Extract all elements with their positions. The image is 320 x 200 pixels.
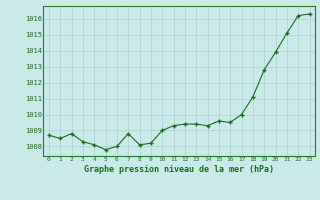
X-axis label: Graphe pression niveau de la mer (hPa): Graphe pression niveau de la mer (hPa) [84, 165, 274, 174]
